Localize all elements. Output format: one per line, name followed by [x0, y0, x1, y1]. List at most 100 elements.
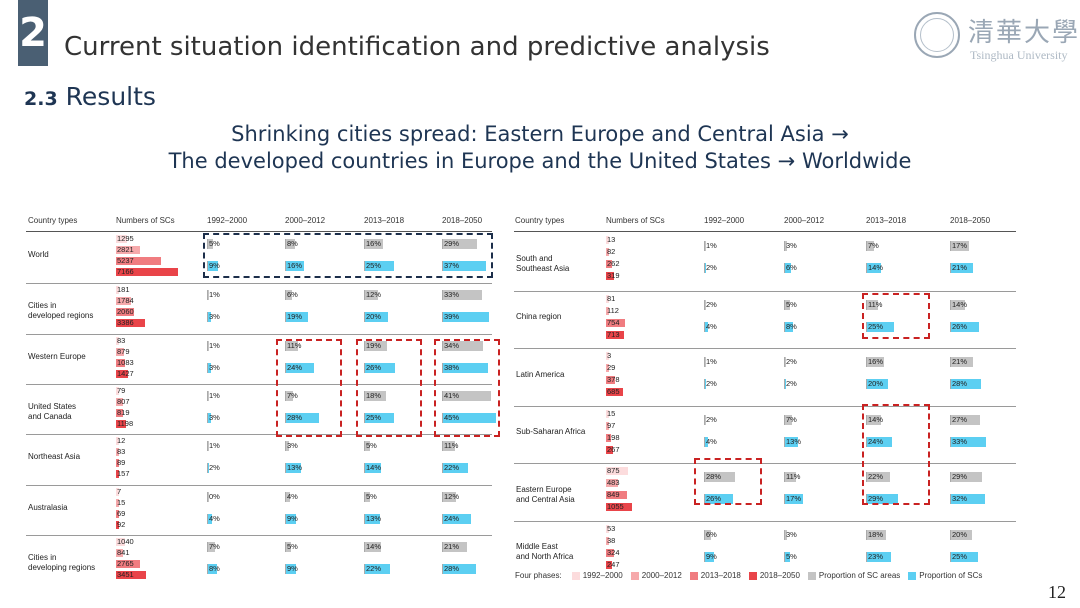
- country-type-name: Sub-Saharan Africa: [516, 427, 586, 437]
- sc-area-proportion-bar: 12%: [442, 491, 460, 502]
- sc-area-proportion-bar: 8%: [285, 239, 298, 249]
- subsection-label: Results: [65, 82, 156, 111]
- sc-count-bar: 754: [606, 318, 625, 327]
- sc-proportion-bar: 24%: [285, 362, 314, 373]
- sc-count-bar: 841: [116, 547, 130, 557]
- sc-count-bar: 1784: [116, 296, 134, 306]
- sc-area-proportion-bar: 1%: [704, 241, 717, 251]
- country-group: United States and Canada 79 807 819 1198 1% 3%…: [26, 383, 496, 434]
- header-phase-4: 2018–2050: [442, 216, 483, 225]
- country-group: China region 81 112 754 713 2% 4% 5% 8% 11% 25% 14%…: [514, 290, 1016, 349]
- sc-area-proportion-bar: 5%: [285, 541, 298, 552]
- sc-proportion-bar: 22%: [442, 463, 468, 474]
- legend-item: Proportion of SCs: [919, 571, 983, 580]
- sc-proportion-bar: 13%: [364, 513, 382, 524]
- sc-area-proportion-bar: 5%: [364, 491, 377, 502]
- left-results-table: Country types Numbers of SCs 1992–2000 2…: [26, 210, 496, 590]
- header-phase-2: 2000–2012: [784, 216, 825, 225]
- sc-count-bar: 879: [116, 346, 130, 356]
- sc-count-bar: 3386: [116, 319, 145, 328]
- sc-count-bar: 807: [116, 396, 130, 406]
- country-group: Eastern Europe and Central Asia 875 483 849…: [514, 463, 1016, 521]
- sc-area-proportion-bar: 14%: [950, 299, 968, 310]
- sc-area-proportion-bar: 6%: [704, 529, 717, 540]
- country-type-name: Cities in developed regions: [28, 301, 94, 321]
- headline-line-2: The developed countries in Europe and th…: [168, 149, 912, 173]
- right-results-table: Country types Numbers of SCs 1992–2000 2…: [514, 210, 1016, 590]
- sc-count-bar: 1295: [116, 234, 134, 243]
- sc-proportion-bar: 19%: [285, 312, 308, 323]
- sc-area-proportion-bar: 1%: [207, 290, 220, 301]
- sc-count-bar: 324: [606, 547, 620, 557]
- sc-proportion-bar: 45%: [442, 412, 496, 423]
- university-logo: 清華大學 Tsinghua University: [914, 12, 1078, 64]
- sc-area-proportion-bar: 21%: [950, 357, 973, 367]
- sc-proportion-bar: 26%: [364, 362, 395, 373]
- sc-count-bar: 483: [606, 478, 620, 487]
- legend-swatch: [571, 571, 580, 580]
- country-type-name: Middle East and North Africa: [516, 542, 574, 562]
- sc-count-bar: 849: [606, 491, 627, 499]
- header-phase-1: 1992–2000: [704, 216, 745, 225]
- sc-count-bar: 198: [606, 432, 620, 442]
- header-country-types: Country types: [28, 216, 78, 225]
- table-header-right: Country types Numbers of SCs 1992–2000 2…: [514, 210, 1016, 232]
- sc-area-proportion-bar: 16%: [364, 239, 383, 249]
- sc-proportion-bar: 2%: [207, 463, 220, 474]
- headline-line-1: Shrinking cities spread: Eastern Europe …: [231, 122, 849, 146]
- sc-count-bar: 875: [606, 467, 628, 475]
- sc-area-proportion-bar: 5%: [207, 239, 220, 249]
- sc-count-bar: 1083: [116, 357, 134, 367]
- sc-count-bar: 1040: [116, 536, 134, 546]
- section-number-badge: 2: [18, 0, 48, 66]
- sc-proportion-bar: 29%: [866, 494, 898, 504]
- sc-area-proportion-bar: 7%: [866, 241, 879, 251]
- sc-count-bar: 1198: [116, 418, 134, 428]
- country-type-name: World: [28, 250, 49, 260]
- legend-swatch: [689, 571, 698, 580]
- logo-english-text: Tsinghua University: [970, 48, 1068, 62]
- page-number: 12: [1048, 582, 1066, 602]
- legend: Four phases: 1992–2000 2000–2012 2013–20…: [515, 571, 982, 580]
- sc-area-proportion-bar: 3%: [784, 241, 797, 251]
- section-title: Current situation identification and pre…: [64, 32, 770, 62]
- sc-proportion-bar: 37%: [442, 261, 486, 271]
- country-type-name: Eastern Europe and Central Asia: [516, 484, 575, 504]
- sc-proportion-bar: 9%: [285, 563, 298, 574]
- sc-area-proportion-bar: 7%: [207, 541, 220, 552]
- sc-proportion-bar: 38%: [442, 362, 488, 373]
- sc-proportion-bar: 8%: [207, 563, 220, 574]
- header-phase-3: 2013–2018: [364, 216, 405, 225]
- sc-area-proportion-bar: 5%: [784, 299, 797, 310]
- country-group: Cities in developing regions 1040 841 2765 3…: [26, 534, 492, 585]
- sc-area-proportion-bar: 11%: [784, 472, 801, 482]
- header-numbers: Numbers of SCs: [116, 216, 175, 225]
- legend-item: 2000–2012: [641, 571, 682, 580]
- sc-count-bar: 81: [606, 293, 616, 303]
- sc-area-proportion-bar: 5%: [364, 441, 377, 452]
- sc-proportion-bar: 25%: [950, 551, 978, 562]
- header-phase-4: 2018–2050: [950, 216, 991, 225]
- sc-proportion-bar: 3%: [207, 312, 220, 323]
- sc-count-bar: 83: [116, 335, 126, 345]
- sc-proportion-bar: 2%: [704, 379, 717, 389]
- sc-proportion-bar: 28%: [285, 412, 319, 423]
- header-country-types: Country types: [515, 216, 565, 225]
- sc-count-bar: 83: [116, 447, 126, 457]
- sc-count-bar: 112: [606, 305, 619, 315]
- sc-count-bar: 53: [606, 523, 616, 533]
- sc-area-proportion-bar: 21%: [442, 541, 467, 552]
- sc-area-proportion-bar: 11%: [866, 299, 883, 310]
- country-type-name: Northeast Asia: [28, 452, 81, 462]
- sc-area-proportion-bar: 41%: [442, 390, 491, 401]
- sc-count-bar: 378: [606, 375, 620, 384]
- sc-area-proportion-bar: 14%: [364, 541, 382, 552]
- country-group: Northeast Asia 12 83 89 157 1% 2% 3% 13% 5% 14% 11%…: [26, 434, 492, 484]
- sc-proportion-bar: 28%: [442, 563, 476, 574]
- legend-prefix: Four phases:: [515, 571, 562, 580]
- sc-count-bar: 3: [606, 351, 612, 360]
- sc-area-proportion-bar: 12%: [364, 290, 382, 301]
- sc-proportion-bar: 25%: [364, 412, 394, 423]
- sc-proportion-bar: 2%: [784, 379, 797, 389]
- legend-swatch: [630, 571, 639, 580]
